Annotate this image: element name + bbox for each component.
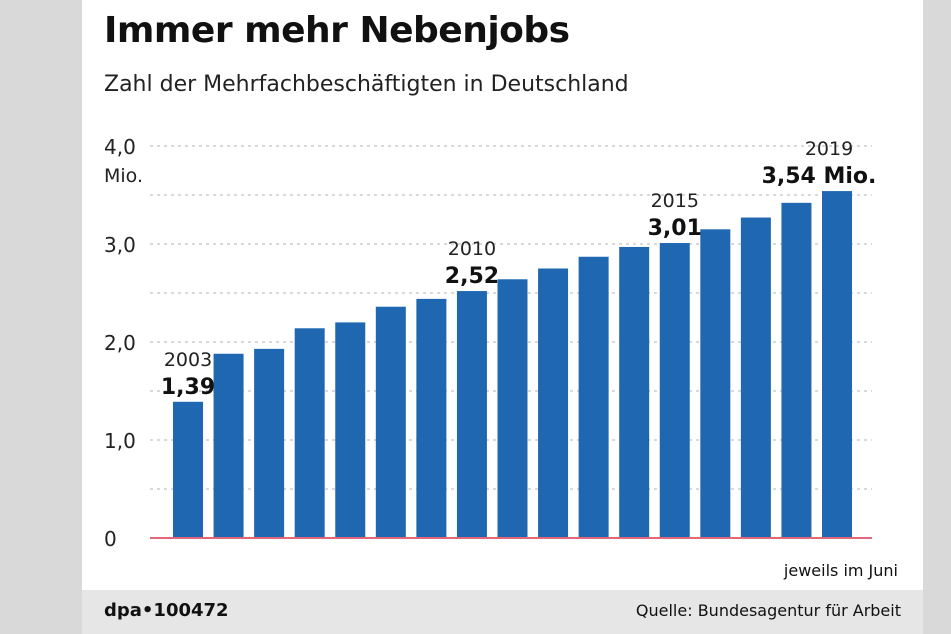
note-label: jeweils im Juni (783, 561, 898, 580)
y-tick-label: 3,0 (104, 233, 136, 257)
bar-2015 (659, 243, 690, 538)
bar-2012 (538, 268, 569, 538)
annotation-value: 1,39 (161, 375, 215, 400)
annotation-value: 3,54 Mio. (762, 164, 877, 189)
bar-chart: 0 1,0 2,0 3,0 4,0 Mio. jeweils im Juni 2003 1,3… (104, 135, 898, 580)
dpa-credit: dpa•100472 (104, 600, 229, 621)
bar-2005 (254, 348, 285, 538)
y-unit-label: Mio. (104, 165, 143, 187)
y-tick-label: 0 (104, 527, 117, 551)
chart-title: Immer mehr Nebenjobs (104, 10, 570, 51)
annotation-year: 2015 (651, 190, 699, 212)
annotation-year: 2003 (164, 349, 212, 371)
footer-bar: dpa•100472 Quelle: Bundesagentur für Arb… (82, 590, 923, 634)
bar-2016 (700, 229, 731, 539)
infographic-card: Immer mehr Nebenjobs Zahl der Mehrfachbe… (82, 0, 923, 634)
y-axis: 0 1,0 2,0 3,0 4,0 Mio. jeweils im Juni (104, 135, 898, 580)
bar-2014 (619, 246, 650, 538)
annotations: 2003 1,39 2010 2,52 2015 3,01 2019 3,54 Mio. (161, 138, 877, 400)
bar-2008 (375, 306, 406, 538)
y-tick-label: 1,0 (104, 429, 136, 453)
annotation-value: 3,01 (648, 216, 702, 241)
bar-2003 (173, 401, 203, 538)
annotation-year: 2019 (805, 138, 853, 160)
bar-2017 (740, 217, 771, 539)
bar-2010 (456, 291, 487, 538)
bar-2018 (781, 202, 812, 538)
bar-2006 (294, 328, 325, 538)
bar-2004 (213, 353, 244, 538)
bars (173, 191, 852, 539)
chart-subtitle: Zahl der Mehrfachbeschäftigten in Deutsc… (104, 72, 629, 97)
annotation-value: 2,52 (445, 264, 499, 289)
bar-2013 (578, 256, 609, 538)
annotation-year: 2010 (448, 238, 496, 260)
bar-2011 (497, 279, 528, 538)
y-tick-label: 4,0 (104, 135, 136, 159)
bar-2007 (335, 322, 366, 538)
bar-2009 (416, 298, 447, 538)
source-note: Quelle: Bundesagentur für Arbeit (635, 601, 901, 620)
y-tick-label: 2,0 (104, 331, 136, 355)
bar-2019 (822, 191, 852, 538)
